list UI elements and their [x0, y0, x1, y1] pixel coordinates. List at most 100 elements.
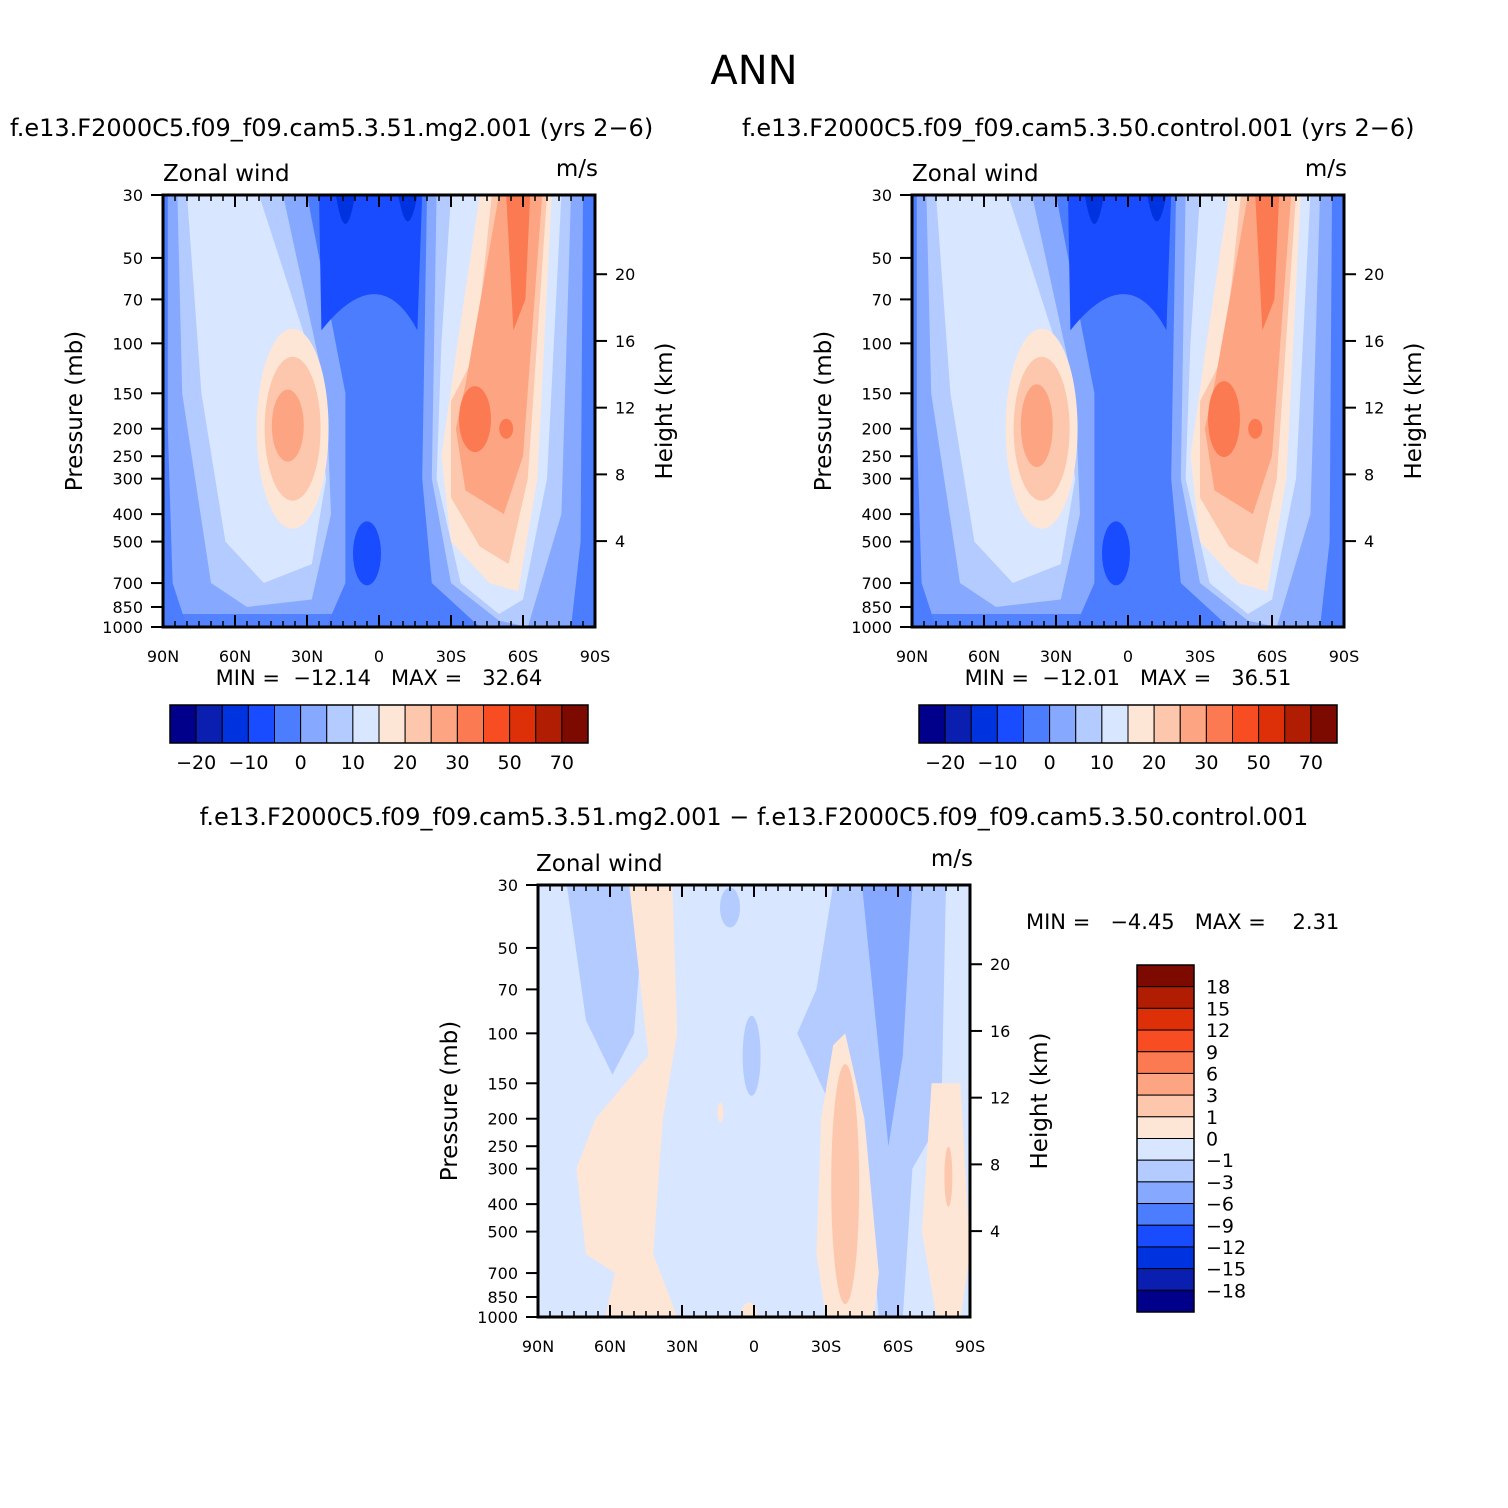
panel-b-x-tick-label: 30S	[1185, 647, 1216, 666]
panel-a-colorbar-swatch	[483, 704, 511, 744]
panel-b-title: f.e13.F2000C5.f09_f09.cam5.3.50.control.…	[742, 114, 1415, 142]
panel-a-x-tick-label: 30N	[291, 647, 323, 666]
panel-b-low-easterly	[1102, 521, 1130, 586]
panel-a-colorbar-label: −20	[176, 752, 216, 774]
panel-a-x-tick-label: 90S	[580, 647, 611, 666]
panel-a-colorbar-label: 30	[445, 752, 469, 774]
panel-b-x-tick-label: 30N	[1040, 647, 1072, 666]
panel-diff-y-label: Pressure (mb)	[437, 1021, 463, 1181]
panel-b-colorbar-label: 70	[1299, 752, 1323, 774]
panel-diff-y2-tick-label: 16	[990, 1022, 1010, 1041]
panel-b-y-tick-label: 500	[861, 533, 892, 552]
panel-a-y-tick-label: 700	[112, 574, 143, 593]
panel-diff-pos-core-c	[944, 1146, 953, 1207]
panel-b-y2-tick-label: 4	[1364, 532, 1374, 551]
panel-b-nh-jet-10	[1020, 384, 1053, 468]
panel-diff-units-label: m/s	[931, 846, 973, 872]
panel-diff-y2-tick-label: 12	[990, 1089, 1010, 1108]
panel-diff-pos-core-b	[831, 1064, 860, 1305]
panel-a-y2-tick-label: 4	[615, 532, 625, 551]
panel-diff-y-tick-label: 100	[487, 1024, 518, 1043]
panel-a-colorbar-swatch	[404, 704, 432, 744]
panel-a-variable-label: Zonal wind	[163, 161, 290, 187]
panel-a-y-tick-label: 400	[112, 505, 143, 524]
panel-diff-variable-label: Zonal wind	[536, 851, 663, 877]
panel-b-x-tick-label: 60N	[968, 647, 1000, 666]
panel-b-colorbar-swatch	[1205, 704, 1233, 744]
panel-a-sh-jet-11-top	[506, 195, 531, 331]
panel-diff-y-tick-label: 1000	[477, 1308, 518, 1327]
panel-b-y2-tick-label: 8	[1364, 465, 1374, 484]
panel-diff-y-tick-label: 500	[487, 1223, 518, 1242]
panel-b-x-tick-label: 0	[1123, 647, 1133, 666]
panel-a-colorbar-label: 20	[393, 752, 417, 774]
panel-a-y-tick-label: 250	[112, 447, 143, 466]
panel-a-y-tick-label: 500	[112, 533, 143, 552]
panel-diff-colorbar-label: −9	[1206, 1215, 1234, 1237]
panel-a-axes: 90N 60N 30N 0 30S 60S 90S 30 50 70 100 150 200 250 300…	[102, 186, 635, 666]
panel-diff-contours	[538, 885, 970, 1317]
panel-diff-colorbar-label: −6	[1206, 1194, 1234, 1216]
panel-b-colorbar-label: 30	[1194, 752, 1218, 774]
panel-diff-colorbar-swatch	[1136, 1289, 1195, 1313]
panel-diff-colorbar-label: 0	[1206, 1129, 1218, 1151]
panel-a-colorbar-label: −10	[228, 752, 268, 774]
panel-b-colorbar-label: 20	[1142, 752, 1166, 774]
panel-b-y-tick-label: 70	[872, 290, 892, 309]
panel-a-colorbar-swatch	[561, 704, 589, 744]
panel-diff-colorbar-label: 1	[1206, 1107, 1218, 1129]
panel-b-axes: 90N 60N 30N 0 30S 60S 90S 30 50 70 100 150 200 250 300…	[851, 186, 1384, 666]
panel-a-colorbar-frame	[169, 704, 589, 744]
panel-a-low-easterly	[353, 521, 381, 586]
panel-b-min-max: MIN = −12.01 MAX = 36.51	[965, 666, 1292, 690]
panel-b-easterly-2b	[1147, 195, 1167, 222]
panel-a-y-tick-label: 200	[112, 420, 143, 439]
panel-b-colorbar: −20 −10 0 10 20 30 50 70	[918, 704, 1338, 774]
panel-diff-colorbar-swatch	[1136, 1094, 1195, 1118]
panel-diff-colorbar-swatch	[1136, 1072, 1195, 1096]
panel-diff-x-tick-label: 30N	[666, 1337, 698, 1356]
panel-b-colorbar-swatch	[1075, 704, 1103, 744]
panel-diff-y-tick-label: 400	[487, 1195, 518, 1214]
panel-diff-y-tick-label: 30	[498, 876, 518, 895]
panel-diff: 90N 60N 30N 0 30S 60S 90S305070100150200250300…	[437, 846, 1339, 1356]
panel-a-y2-tick-label: 16	[615, 332, 635, 351]
panel-a-colorbar-swatch	[195, 704, 223, 744]
panel-a-y-tick-label: 850	[112, 598, 143, 617]
panel-b-colorbar-label: 10	[1090, 752, 1114, 774]
panel-b-colorbar-swatch	[1127, 704, 1155, 744]
panel-diff-colorbar-label: −18	[1206, 1280, 1246, 1302]
panel-b-y2-tick-label: 16	[1364, 332, 1384, 351]
panel-diff-y2-tick-label: 20	[990, 955, 1010, 974]
panel-diff-colorbar-swatch	[1136, 1051, 1195, 1074]
panel-diff-y2-tick-label: 8	[990, 1155, 1000, 1174]
panel-a-colorbar-swatch	[221, 704, 249, 744]
panel-diff-colorbar-frame	[1136, 964, 1195, 1313]
panel-b-y-tick-label: 400	[861, 505, 892, 524]
panel-b-easterly-2a	[1084, 195, 1104, 224]
panel-b-y2-tick-label: 12	[1364, 399, 1384, 418]
panel-a-colorbar-swatch	[300, 704, 328, 744]
panel-a-sh-jet-core-b	[499, 418, 514, 439]
panel-diff-x-tick-label: 60N	[594, 1337, 626, 1356]
panel-a-colorbar-swatch	[326, 704, 354, 744]
panel-a-colorbar-label: 50	[498, 752, 522, 774]
panel-a-units-label: m/s	[556, 156, 598, 182]
panel-diff-y-tick-label: 850	[487, 1288, 518, 1307]
panel-a-y-tick-label: 300	[112, 470, 143, 489]
panel-a-sh-jet-core	[459, 386, 491, 453]
panel-b-sh-jet-core-b	[1248, 418, 1263, 439]
panel-a-title: f.e13.F2000C5.f09_f09.cam5.3.51.mg2.001 …	[10, 114, 653, 142]
panel-diff-colorbar-swatch	[1136, 1116, 1195, 1139]
panel-a-y-tick-label: 150	[112, 384, 143, 403]
panel-diff-colorbar-label: 6	[1206, 1063, 1218, 1085]
panel-b-y-tick-label: 850	[861, 598, 892, 617]
panel-diff-colorbar-swatch	[1136, 1203, 1195, 1226]
panel-diff-colorbar-swatch	[1136, 1268, 1195, 1291]
panel-a-easterly-2a	[335, 195, 355, 224]
panel-b-colorbar-swatch	[1049, 704, 1077, 744]
panel-b-y2-tick-label: 20	[1364, 265, 1384, 284]
panel-diff-y-tick-label: 250	[487, 1137, 518, 1156]
panel-a-colorbar-swatch	[456, 704, 484, 744]
